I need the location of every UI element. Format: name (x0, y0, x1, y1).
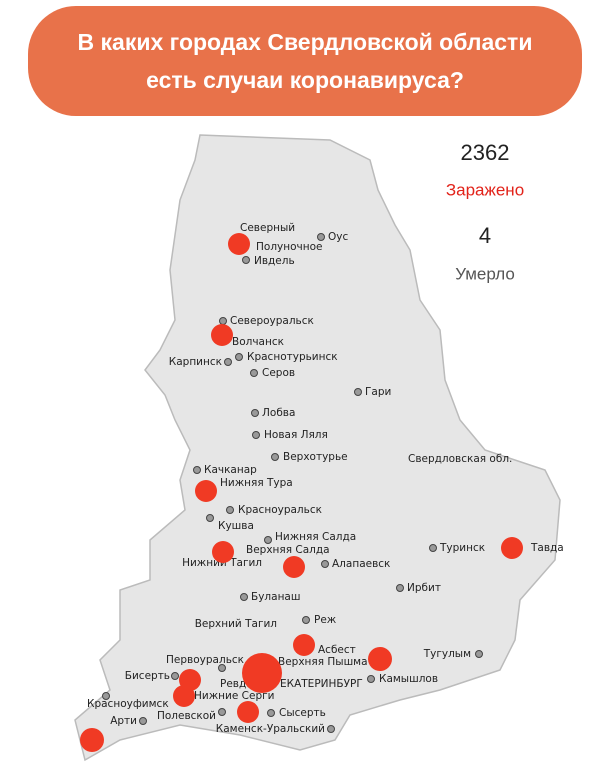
city-label: Новая Ляля (264, 429, 328, 441)
city-dot (321, 560, 329, 568)
city-label: Реж (314, 614, 337, 626)
case-marker (237, 701, 259, 723)
case-marker (293, 634, 315, 656)
city-label: ЕКАТЕРИНБУРГ (280, 678, 363, 690)
city-label: Асбест (318, 644, 356, 656)
city-label: Краснотурьинск (247, 351, 338, 363)
title-line: есть случаи коронавируса? (146, 67, 464, 93)
city-dot (242, 256, 250, 264)
header-banner (28, 6, 582, 116)
region-label: Свердловская обл. (408, 453, 512, 465)
city-label: Ирбит (407, 582, 441, 594)
city-dot (252, 431, 260, 439)
city-label: Верхняя Пышма (278, 656, 368, 668)
case-markers (80, 233, 523, 752)
case-marker (173, 685, 195, 707)
infected-label: Заражено (446, 180, 524, 199)
city-label: Алапаевск (332, 558, 390, 570)
city-dot (139, 717, 147, 725)
city-dot (429, 544, 437, 552)
city-label: Сысерть (279, 707, 326, 719)
city-label: Северный (240, 222, 295, 234)
city-dot (218, 708, 226, 716)
city-dot (264, 536, 272, 544)
city-dot (218, 664, 226, 672)
city-label: Первоуральск (166, 654, 244, 666)
city-label: Арти (110, 715, 137, 727)
city-label: Красноуфимск (87, 698, 169, 710)
city-dot (240, 593, 248, 601)
city-label: Полевской (157, 710, 216, 722)
city-label: Волчанск (232, 336, 284, 348)
city-dot (219, 317, 227, 325)
city-label: Оус (328, 231, 348, 243)
city-label: Гари (365, 386, 391, 398)
city-label: Североуральск (230, 315, 314, 327)
city-dot (475, 650, 483, 658)
city-dot (193, 466, 201, 474)
city-label: Лобва (262, 407, 295, 419)
city-label: Нижняя Тура (220, 477, 293, 489)
case-marker (211, 324, 233, 346)
city-dot (271, 453, 279, 461)
city-dot (171, 672, 179, 680)
case-marker (195, 480, 217, 502)
city-dot (317, 233, 325, 241)
city-dot (206, 514, 214, 522)
city-dot (302, 616, 310, 624)
city-dot (226, 506, 234, 514)
city-label: Буланаш (251, 591, 300, 603)
city-label: Качканар (204, 464, 257, 476)
city-dot (354, 388, 362, 396)
city-label: Каменск-Уральский (216, 723, 325, 735)
city-label: Верхняя Салда (246, 544, 330, 556)
case-marker (242, 653, 282, 693)
city-label: Нижняя Салда (275, 531, 356, 543)
infected-count: 2362 (461, 140, 510, 165)
deaths-count: 4 (479, 223, 491, 248)
city-label: Тавда (530, 542, 564, 554)
case-marker (501, 537, 523, 559)
case-marker (228, 233, 250, 255)
case-marker (368, 647, 392, 671)
city-dot (251, 409, 259, 417)
city-dot (235, 353, 243, 361)
city-label: Туринск (439, 542, 485, 554)
city-label: Полуночное (256, 241, 323, 253)
city-dot (367, 675, 375, 683)
city-label: Нижний Тагил (182, 557, 262, 569)
city-label: Тугулым (423, 648, 471, 660)
deaths-label: Умерло (455, 264, 515, 283)
city-layer: Северный Полуночное Ивдель Оус Североуральск… (87, 222, 564, 735)
city-dot (267, 709, 275, 717)
city-label: Карпинск (169, 356, 222, 368)
city-label: Серов (262, 367, 295, 379)
case-marker (283, 556, 305, 578)
city-dot (102, 692, 110, 700)
city-dot (250, 369, 258, 377)
city-dot (396, 584, 404, 592)
city-label: Ивдель (254, 255, 295, 267)
city-label: Нижние Серги (194, 690, 274, 702)
city-label: Красноуральск (238, 504, 322, 516)
city-dot (327, 725, 335, 733)
case-marker (80, 728, 104, 752)
city-dot (224, 358, 232, 366)
city-label: Камышлов (379, 673, 438, 685)
city-label: Верхний Тагил (195, 618, 277, 630)
city-label: Кушва (218, 520, 254, 532)
region-shape (74, 134, 561, 762)
title-line: В каких городах Свердловской области (78, 29, 533, 55)
city-label: Верхотурье (283, 451, 348, 463)
city-label: Бисерть (125, 670, 170, 682)
case-marker (212, 541, 234, 563)
